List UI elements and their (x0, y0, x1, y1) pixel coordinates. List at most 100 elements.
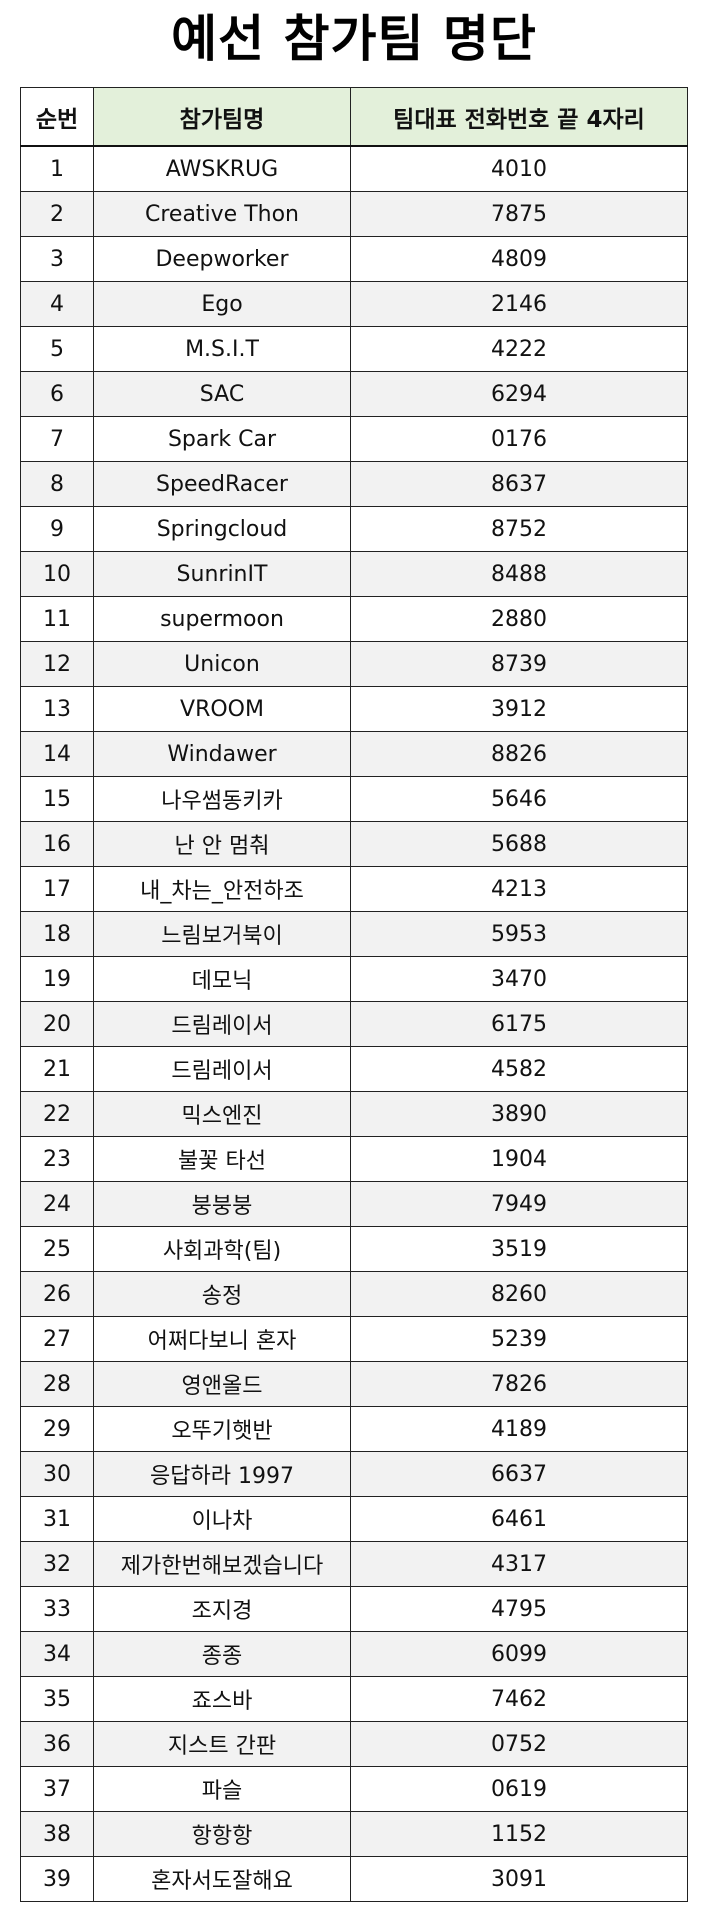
cell-number: 13 (20, 686, 94, 732)
cell-team-name: 나우썸동키카 (93, 776, 351, 822)
cell-phone-last4: 3519 (350, 1226, 688, 1272)
table-row: 33 조지경 4795 (20, 1586, 688, 1632)
cell-phone-last4: 6175 (350, 1001, 688, 1047)
table-row: 20 드림레이서 6175 (20, 1001, 688, 1047)
cell-phone-last4: 4795 (350, 1586, 688, 1632)
cell-number: 18 (20, 911, 94, 957)
table-row: 1 AWSKRUG 4010 (20, 145, 688, 192)
cell-team-name: 사회과학(팀) (93, 1226, 351, 1272)
table-body: 1 AWSKRUG 4010 2 Creative Thon 7875 3 Deepworke… (20, 145, 688, 1902)
table-row: 21 드림레이서 4582 (20, 1046, 688, 1092)
cell-phone-last4: 5646 (350, 776, 688, 822)
cell-number: 38 (20, 1811, 94, 1857)
cell-number: 7 (20, 416, 94, 462)
cell-number: 9 (20, 506, 94, 552)
cell-number: 22 (20, 1091, 94, 1137)
cell-team-name: 항항항 (93, 1811, 351, 1857)
cell-number: 34 (20, 1631, 94, 1677)
table-row: 18 느림보거북이 5953 (20, 911, 688, 957)
cell-phone-last4: 3890 (350, 1091, 688, 1137)
cell-phone-last4: 3912 (350, 686, 688, 732)
cell-phone-last4: 2146 (350, 281, 688, 327)
cell-team-name: 죠스바 (93, 1676, 351, 1722)
cell-number: 6 (20, 371, 94, 417)
table-row: 32 제가한번해보겠습니다 4317 (20, 1541, 688, 1587)
cell-number: 8 (20, 461, 94, 507)
cell-team-name: 드림레이서 (93, 1046, 351, 1092)
table-row: 3 Deepworker 4809 (20, 236, 688, 282)
table-row: 29 오뚜기햇반 4189 (20, 1406, 688, 1452)
cell-number: 17 (20, 866, 94, 912)
cell-phone-last4: 6099 (350, 1631, 688, 1677)
cell-number: 24 (20, 1181, 94, 1227)
cell-number: 36 (20, 1721, 94, 1767)
cell-phone-last4: 2880 (350, 596, 688, 642)
cell-team-name: 어쩌다보니 혼자 (93, 1316, 351, 1362)
cell-team-name: 조지경 (93, 1586, 351, 1632)
table-row: 8 SpeedRacer 8637 (20, 461, 688, 507)
cell-team-name: M.S.I.T (93, 326, 351, 372)
cell-phone-last4: 4010 (350, 145, 688, 192)
cell-number: 39 (20, 1856, 94, 1902)
table-row: 31 이나차 6461 (20, 1496, 688, 1542)
cell-phone-last4: 0176 (350, 416, 688, 462)
cell-number: 16 (20, 821, 94, 867)
cell-team-name: 붕붕붕 (93, 1181, 351, 1227)
table-row: 11 supermoon 2880 (20, 596, 688, 642)
cell-phone-last4: 8739 (350, 641, 688, 687)
table-row: 19 데모닉 3470 (20, 956, 688, 1002)
table-row: 34 종종 6099 (20, 1631, 688, 1677)
cell-team-name: 제가한번해보겠습니다 (93, 1541, 351, 1587)
cell-phone-last4: 8637 (350, 461, 688, 507)
cell-phone-last4: 4213 (350, 866, 688, 912)
cell-phone-last4: 4222 (350, 326, 688, 372)
cell-number: 33 (20, 1586, 94, 1632)
table-header-row: 순번 참가팀명 팀대표 전화번호 끝 4자리 (20, 87, 688, 147)
table-row: 35 죠스바 7462 (20, 1676, 688, 1722)
cell-team-name: AWSKRUG (93, 145, 351, 192)
cell-phone-last4: 1152 (350, 1811, 688, 1857)
cell-phone-last4: 1904 (350, 1136, 688, 1182)
table-row: 4 Ego 2146 (20, 281, 688, 327)
cell-number: 29 (20, 1406, 94, 1452)
cell-phone-last4: 4189 (350, 1406, 688, 1452)
cell-team-name: 응답하라 1997 (93, 1451, 351, 1497)
table-row: 2 Creative Thon 7875 (20, 191, 688, 237)
cell-team-name: SpeedRacer (93, 461, 351, 507)
table-row: 27 어쩌다보니 혼자 5239 (20, 1316, 688, 1362)
table-row: 5 M.S.I.T 4222 (20, 326, 688, 372)
table-row: 37 파슬 0619 (20, 1766, 688, 1812)
cell-number: 28 (20, 1361, 94, 1407)
cell-number: 14 (20, 731, 94, 777)
cell-phone-last4: 8260 (350, 1271, 688, 1317)
cell-phone-last4: 3091 (350, 1856, 688, 1902)
page-title: 예선 참가팀 명단 (171, 10, 537, 68)
table-row: 7 Spark Car 0176 (20, 416, 688, 462)
cell-phone-last4: 4317 (350, 1541, 688, 1587)
cell-number: 35 (20, 1676, 94, 1722)
cell-phone-last4: 7462 (350, 1676, 688, 1722)
cell-phone-last4: 0619 (350, 1766, 688, 1812)
cell-number: 15 (20, 776, 94, 822)
table-row: 10 SunrinIT 8488 (20, 551, 688, 597)
cell-phone-last4: 5239 (350, 1316, 688, 1362)
cell-number: 11 (20, 596, 94, 642)
cell-number: 19 (20, 956, 94, 1002)
cell-number: 27 (20, 1316, 94, 1362)
cell-team-name: 이나차 (93, 1496, 351, 1542)
cell-team-name: Spark Car (93, 416, 351, 462)
cell-team-name: 내_차는_안전하조 (93, 866, 351, 912)
cell-phone-last4: 6461 (350, 1496, 688, 1542)
table-row: 28 영앤올드 7826 (20, 1361, 688, 1407)
cell-team-name: 송정 (93, 1271, 351, 1317)
cell-phone-last4: 8826 (350, 731, 688, 777)
cell-team-name: Creative Thon (93, 191, 351, 237)
cell-number: 32 (20, 1541, 94, 1587)
cell-number: 3 (20, 236, 94, 282)
cell-number: 31 (20, 1496, 94, 1542)
cell-phone-last4: 4582 (350, 1046, 688, 1092)
cell-team-name: supermoon (93, 596, 351, 642)
cell-number: 23 (20, 1136, 94, 1182)
cell-team-name: SunrinIT (93, 551, 351, 597)
cell-phone-last4: 7875 (350, 191, 688, 237)
